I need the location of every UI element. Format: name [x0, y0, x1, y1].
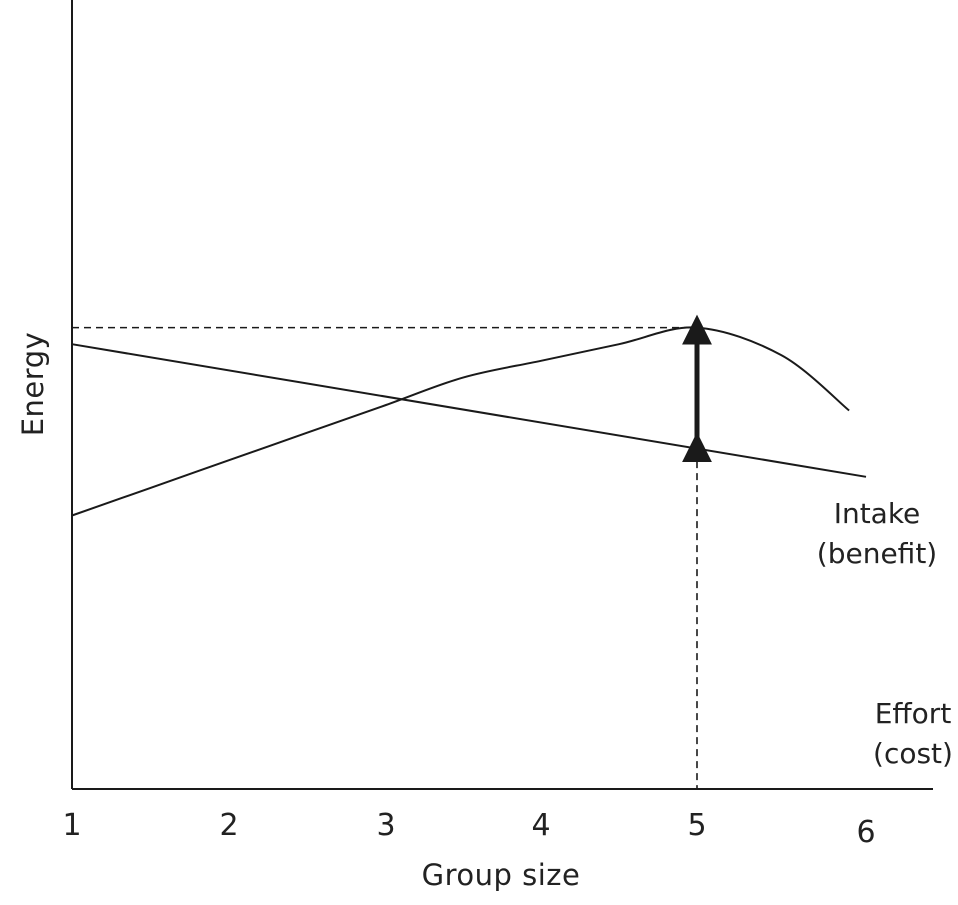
intake-label-line-1: Intake: [834, 497, 921, 530]
axes: [71, 0, 933, 790]
y-axis-title: Energy: [16, 332, 50, 437]
x-tick-label: 4: [531, 808, 550, 843]
x-tick-label: 1: [62, 808, 81, 843]
x-tick-labels: 1 2 3 4 5 6: [62, 808, 875, 850]
reference-lines: [72, 326, 698, 789]
curves: [71, 326, 867, 517]
effort-cost-curve: [71, 343, 867, 478]
x-axis-title: Group size: [422, 858, 581, 892]
x-tick-label: 6: [856, 815, 875, 850]
effort-series-label: Effort (cost): [873, 697, 953, 770]
intake-label-line-2: (benefit): [817, 537, 937, 570]
intake-benefit-curve: [71, 326, 850, 517]
x-tick-label: 2: [219, 808, 238, 843]
intake-series-label: Intake (benefit): [817, 497, 937, 570]
effort-label-line-1: Effort: [875, 697, 952, 730]
x-tick-label: 5: [687, 808, 706, 843]
effort-label-line-2: (cost): [873, 737, 953, 770]
x-tick-label: 3: [376, 808, 395, 843]
